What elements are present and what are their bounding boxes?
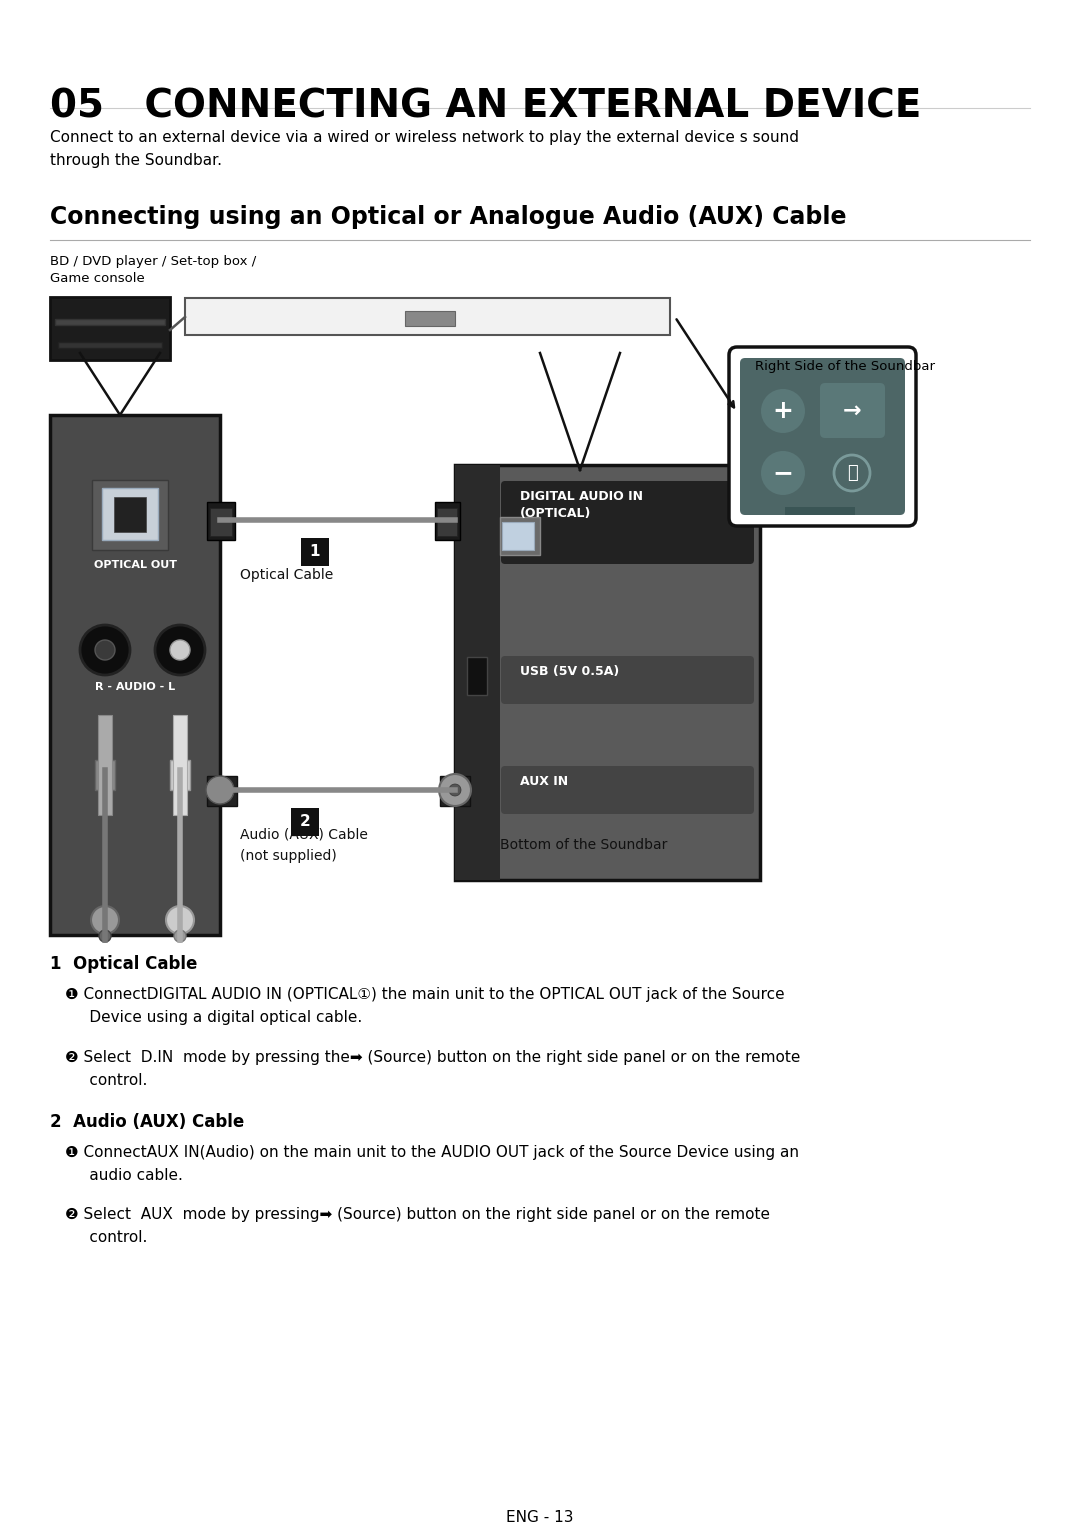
Bar (437, 509, 457, 536)
FancyBboxPatch shape (820, 383, 885, 438)
Bar (173, 715, 187, 815)
Circle shape (761, 389, 805, 434)
Text: 1  Optical Cable: 1 Optical Cable (50, 954, 198, 973)
Text: Bottom of the Soundbar: Bottom of the Soundbar (500, 838, 667, 852)
Circle shape (91, 905, 119, 935)
Bar (92, 480, 168, 550)
Text: 2  Audio (AUX) Cable: 2 Audio (AUX) Cable (50, 1114, 244, 1131)
Bar (785, 507, 855, 515)
Bar (207, 777, 237, 806)
Circle shape (174, 930, 186, 942)
Text: Connect to an external device via a wired or wireless network to play the extern: Connect to an external device via a wire… (50, 130, 799, 169)
Text: Game console: Game console (50, 273, 145, 285)
Text: OPTICAL OUT: OPTICAL OUT (94, 561, 176, 570)
Text: Audio (AUX) Cable
(not supplied): Audio (AUX) Cable (not supplied) (240, 827, 368, 863)
Text: 05   CONNECTING AN EXTERNAL DEVICE: 05 CONNECTING AN EXTERNAL DEVICE (50, 87, 921, 126)
Text: →: → (842, 401, 862, 421)
Text: BD / DVD player / Set-top box /: BD / DVD player / Set-top box / (50, 254, 256, 268)
Text: USB (5V 0.5A): USB (5V 0.5A) (519, 665, 619, 679)
Bar (502, 522, 534, 550)
Bar (58, 342, 162, 348)
Circle shape (95, 640, 114, 660)
Text: ❶ ConnectDIGITAL AUDIO IN (OPTICAL①) the main unit to the OPTICAL OUT jack of th: ❶ ConnectDIGITAL AUDIO IN (OPTICAL①) the… (65, 987, 785, 1025)
Bar (55, 319, 165, 325)
Text: ❷ Select  D.IN  mode by pressing the➡ (Source) button on the right side panel or: ❷ Select D.IN mode by pressing the➡ (Sou… (65, 1049, 800, 1088)
Text: DIGITAL AUDIO IN
(OPTICAL): DIGITAL AUDIO IN (OPTICAL) (519, 490, 643, 519)
FancyBboxPatch shape (740, 358, 905, 515)
Circle shape (99, 930, 111, 942)
Text: 2: 2 (299, 815, 310, 829)
Bar (207, 502, 235, 539)
Text: ENG - 13: ENG - 13 (507, 1511, 573, 1524)
Text: ❷ Select  AUX  mode by pressing➡ (Source) button on the right side panel or on t: ❷ Select AUX mode by pressing➡ (Source) … (65, 1207, 770, 1246)
Bar (301, 538, 329, 565)
Bar (98, 715, 112, 815)
Text: −: − (772, 461, 794, 486)
Circle shape (166, 905, 194, 935)
Bar (210, 509, 232, 536)
Bar (95, 760, 114, 791)
Bar (114, 496, 146, 532)
Bar (185, 299, 670, 336)
Bar (170, 760, 190, 791)
Circle shape (834, 455, 870, 490)
Bar (50, 415, 220, 935)
Text: Right Side of the Soundbar: Right Side of the Soundbar (755, 360, 935, 372)
Circle shape (761, 450, 805, 495)
Text: Optical Cable: Optical Cable (240, 568, 334, 582)
Text: AUX IN: AUX IN (519, 775, 568, 787)
Text: ⏻: ⏻ (847, 464, 858, 483)
FancyBboxPatch shape (501, 766, 754, 813)
Bar (500, 516, 540, 555)
Bar (455, 466, 760, 879)
Bar (467, 657, 487, 696)
Circle shape (80, 625, 130, 676)
Circle shape (449, 784, 461, 797)
Bar (405, 311, 455, 326)
Text: R - AUDIO - L: R - AUDIO - L (95, 682, 175, 692)
Bar (50, 297, 170, 360)
Circle shape (438, 774, 471, 806)
FancyBboxPatch shape (729, 348, 916, 525)
Bar (435, 502, 460, 539)
Text: +: + (772, 398, 794, 423)
Text: ❶ ConnectAUX IN(Audio) on the main unit to the AUDIO OUT jack of the Source Devi: ❶ ConnectAUX IN(Audio) on the main unit … (65, 1144, 799, 1183)
Bar (455, 466, 500, 879)
Bar (291, 807, 319, 836)
Bar (440, 777, 470, 806)
Circle shape (170, 640, 190, 660)
Circle shape (156, 625, 205, 676)
Text: 1: 1 (310, 544, 321, 559)
Circle shape (206, 777, 234, 804)
FancyBboxPatch shape (501, 481, 754, 564)
Text: Connecting using an Optical or Analogue Audio (AUX) Cable: Connecting using an Optical or Analogue … (50, 205, 847, 228)
FancyBboxPatch shape (501, 656, 754, 705)
Bar (102, 489, 158, 539)
